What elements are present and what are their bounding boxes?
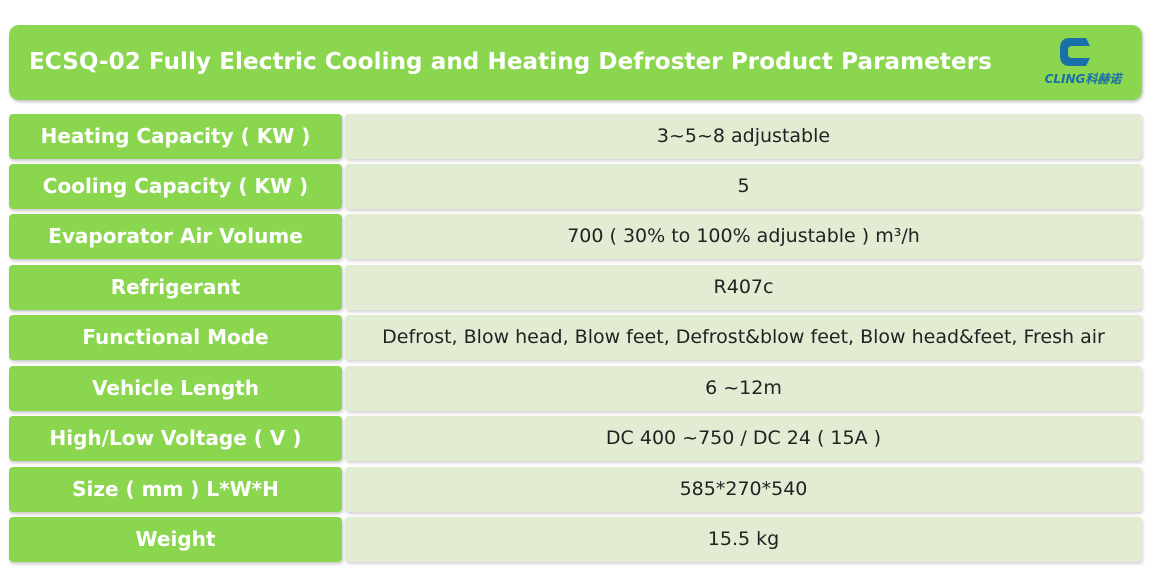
parameter-value: 6 ~12m [345,366,1142,411]
parameter-label: Cooling Capacity ( KW ) [9,164,342,209]
table-row: Refrigerant R407c [9,265,1142,310]
parameter-value: 5 [345,164,1142,209]
parameter-value: 15.5 kg [345,517,1142,562]
cling-logo-icon [1060,38,1106,66]
table-row: Size ( mm ) L*W*H 585*270*540 [9,467,1142,512]
table-row: Evaporator Air Volume 700 ( 30% to 100% … [9,214,1142,259]
parameter-value: 585*270*540 [345,467,1142,512]
parameter-value: 3~5~8 adjustable [345,114,1142,159]
title-banner: ECSQ-02 Fully Electric Cooling and Heati… [9,25,1142,100]
table-row: High/Low Voltage ( V ) DC 400 ~750 / DC … [9,416,1142,461]
parameter-label: Refrigerant [9,265,342,310]
table-row: Vehicle Length 6 ~12m [9,366,1142,411]
page-title: ECSQ-02 Fully Electric Cooling and Heati… [29,49,992,75]
parameter-label: Heating Capacity ( KW ) [9,114,342,159]
brand-logo: CLING科赫诺 [1040,36,1126,90]
table-row: Functional Mode Defrost, Blow head, Blow… [9,315,1142,360]
table-row: Cooling Capacity ( KW ) 5 [9,164,1142,209]
parameter-value: Defrost, Blow head, Blow feet, Defrost&b… [345,315,1142,360]
parameter-label: Size ( mm ) L*W*H [9,467,342,512]
parameter-label: Vehicle Length [9,366,342,411]
table-row: Heating Capacity ( KW ) 3~5~8 adjustable [9,114,1142,159]
parameter-label: Evaporator Air Volume [9,214,342,259]
parameter-value: R407c [345,265,1142,310]
logo-text: CLING科赫诺 [1044,72,1122,86]
parameter-value: DC 400 ~750 / DC 24 ( 15A ) [345,416,1142,461]
table-row: Weight 15.5 kg [9,517,1142,562]
parameter-label: Weight [9,517,342,562]
parameter-value: 700 ( 30% to 100% adjustable ) m³/h [345,214,1142,259]
parameter-label: High/Low Voltage ( V ) [9,416,342,461]
parameter-label: Functional Mode [9,315,342,360]
